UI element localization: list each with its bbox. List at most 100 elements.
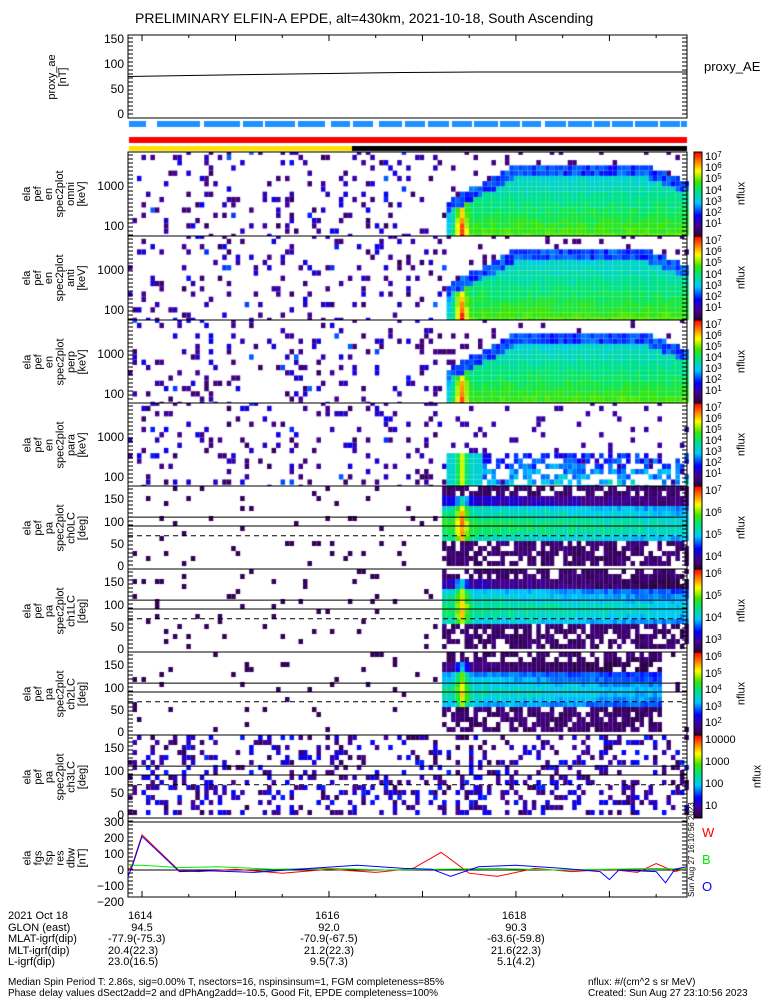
y-tick-label: 150 <box>103 658 124 673</box>
colorbar-label: nflux <box>735 181 748 206</box>
y-tick-label: 100 <box>103 303 124 317</box>
tick-exponent: 2 <box>717 716 722 725</box>
xaxis-value: 9.5(7.3) <box>310 956 348 968</box>
tick-base: 10 <box>705 507 718 519</box>
tick-text: 10000 <box>705 734 736 746</box>
tick-exponent: 7 <box>717 150 722 159</box>
colorbar-tick-label: 103 <box>705 278 722 292</box>
energy-perp-frame <box>127 319 688 404</box>
colorbar-tick-label: 104 <box>705 612 722 624</box>
ylabel-line: pef <box>32 436 44 453</box>
tick-exponent: 7 <box>717 234 722 243</box>
colorbar-tick-label: 104 <box>705 434 722 447</box>
panel-ylabel: ela pef pa spec2plot ch2LC [deg] <box>21 654 88 733</box>
xaxis-value: 94.5 <box>131 921 153 934</box>
colorbar-tick-label: 104 <box>705 352 722 364</box>
colorbar-tick-label: 101 <box>705 302 722 314</box>
y-tick-label: 100 <box>103 387 124 401</box>
tick-exponent: 6 <box>717 412 722 421</box>
y-tick-label: 150 <box>103 32 124 46</box>
colorbar-tick-label: 105 <box>705 667 722 680</box>
colorbar-tick-label: 105 <box>705 424 722 436</box>
tick-exponent: 2 <box>717 373 722 382</box>
ylabel-line: spec2plot <box>54 503 66 552</box>
tick-base: 10 <box>705 413 718 425</box>
colorbar-tick-label: 106 <box>705 330 722 342</box>
colorbar <box>693 151 703 237</box>
tick-exponent: 6 <box>717 245 722 255</box>
ylabel-line: pa <box>43 687 55 700</box>
tick-base: 10 <box>705 374 718 386</box>
colorbar-tick-label: 107 <box>705 234 722 247</box>
pa-ch2-frame <box>127 651 688 736</box>
footer-line1: Median Spin Period T: 2.86s, sig=0.00% T… <box>8 977 444 988</box>
tick-exponent: 5 <box>717 589 722 598</box>
y-tick-label: 0 <box>117 725 124 739</box>
pa-ch3-frame <box>127 734 688 819</box>
tick-exponent: 4 <box>717 434 722 443</box>
field-line-B <box>128 864 688 871</box>
tick-base: 10 <box>705 717 718 729</box>
colorbar-tick-label: 103 <box>705 363 722 375</box>
tick-exponent: 7 <box>717 484 722 493</box>
ylabel-line: en <box>43 438 55 451</box>
xaxis-value: 23.0(16.5) <box>108 956 159 968</box>
tick-text: 100 <box>705 778 724 790</box>
ylabel-line: pef <box>32 602 44 619</box>
y-tick-label: 150 <box>103 741 124 756</box>
y-tick-label: 150 <box>103 575 124 590</box>
field-line-O <box>127 835 688 884</box>
tick-base: 10 <box>705 257 718 270</box>
ylabel-line: res <box>54 849 66 866</box>
tick-base: 10 <box>705 667 718 680</box>
colorbar-tick-label: 10000 <box>705 735 736 746</box>
ylabel-line: ch2LC <box>65 677 77 710</box>
y-tick-label: 1000 <box>97 430 124 444</box>
ylabel-line: spec2plot <box>54 752 66 801</box>
tick-exponent: 6 <box>717 650 722 659</box>
y-tick-label: 1000 <box>97 179 124 193</box>
ylabel-line: ch1LC <box>65 594 77 627</box>
plot-title: PRELIMINARY ELFIN-A EPDE, alt=430km, 202… <box>135 10 594 26</box>
y-tick-label: 100 <box>103 763 124 778</box>
colorbar-tick-label: 107 <box>705 484 722 497</box>
colorbar-tick-label: 1000 <box>705 757 729 768</box>
colorbar <box>693 235 703 321</box>
tick-exponent: 5 <box>717 172 722 182</box>
tick-exponent: 3 <box>717 278 722 288</box>
energy-anti-frame <box>127 235 688 321</box>
panel-ylabel: ela pef en spec2plot perp [keV] <box>21 322 88 401</box>
ylabel-line: [deg] <box>76 515 88 540</box>
tick-text: 1000 <box>705 756 730 768</box>
y-tick-label: −100 <box>96 879 124 893</box>
proxy-ae-frame <box>127 34 688 119</box>
panel-ylabel: ela pef en spec2plot omni [keV] <box>21 154 88 234</box>
tick-base: 10 <box>705 435 718 447</box>
legend-W: W <box>702 825 715 840</box>
ylabel-line: pef <box>32 519 44 536</box>
colorbar-tick-label: 103 <box>705 446 722 458</box>
ylabel-line: ela <box>21 769 33 784</box>
colorbar-tick-label: 104 <box>705 183 722 197</box>
field-line-W <box>127 833 688 877</box>
tick-exponent: 1 <box>717 217 722 226</box>
colorbar-tick-label: 105 <box>705 340 722 353</box>
panel-ylabel: proxy_ae [nT] <box>46 37 69 117</box>
tick-exponent: 4 <box>717 183 722 193</box>
ylabel-line: pef <box>32 685 44 702</box>
footer-created: Created: Sun Aug 27 23:10:56 2023 <box>588 988 748 999</box>
ylabel-line: ela <box>21 437 33 452</box>
tick-base: 10 <box>705 173 718 186</box>
time-label: 1614 <box>128 910 153 922</box>
colorbar-tick-label: 102 <box>705 206 722 219</box>
day-night-bar <box>128 146 687 151</box>
tick-exponent: 1 <box>717 384 722 393</box>
xaxis-value: 5.1(4.2) <box>496 956 535 968</box>
ylabel-line: fsp <box>43 850 55 865</box>
colorbar-tick-label: 106 <box>705 568 722 580</box>
tick-exponent: 5 <box>717 340 722 349</box>
tick-base: 10 <box>705 684 718 696</box>
ylabel-line: ela <box>21 354 33 369</box>
spin-status-bar <box>128 121 687 127</box>
colorbar-tick-label: 100 <box>705 779 723 790</box>
